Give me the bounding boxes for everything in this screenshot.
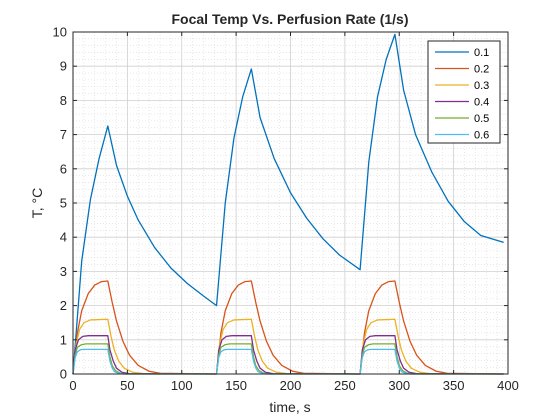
y-tick-label: 2	[60, 298, 67, 313]
x-tick-label: 0	[69, 378, 76, 393]
x-tick-label: 250	[334, 378, 356, 393]
y-tick-label: 6	[60, 161, 67, 176]
y-tick-label: 9	[60, 59, 67, 74]
series-layer	[72, 33, 504, 375]
y-tick-label: 4	[60, 230, 67, 245]
legend-label: 0.6	[474, 130, 489, 142]
legend-box	[427, 40, 501, 144]
series-line-0-5	[72, 343, 504, 375]
y-tick-label: 0	[60, 367, 67, 382]
x-tick-labels: 0 50 100 150 200 250 300 350 400	[69, 378, 518, 393]
legend-label: 0.5	[474, 113, 489, 125]
series-line-0-6	[72, 348, 504, 375]
legend-label: 0.1	[474, 47, 489, 59]
y-tick-labels: 0 1 2 3 4 5 6 7 8 9 10	[53, 25, 67, 382]
series-line-0-4	[72, 335, 504, 375]
y-tick-label: 10	[53, 25, 67, 40]
y-axis-label: T, °C	[29, 188, 45, 219]
ticks-layer	[72, 31, 509, 375]
x-tick-label: 400	[497, 378, 519, 393]
series-line-0-3	[72, 318, 504, 375]
x-axis-label: time, s	[269, 399, 310, 415]
legend-items: 0.1 0.2 0.3 0.4 0.5 0.6	[435, 47, 489, 142]
x-tick-label: 150	[225, 378, 247, 393]
x-tick-label: 200	[280, 378, 302, 393]
legend-label: 0.2	[474, 64, 489, 76]
series-line-0-2	[72, 280, 504, 375]
y-tick-label: 1	[60, 332, 67, 347]
y-tick-label: 3	[60, 264, 67, 279]
x-tick-label: 300	[388, 378, 410, 393]
chart-title: Focal Temp Vs. Perfusion Rate (1/s)	[171, 11, 408, 27]
legend-label: 0.4	[474, 97, 489, 109]
y-tick-label: 7	[60, 127, 67, 142]
legend: 0.1 0.2 0.3 0.4 0.5 0.6	[427, 40, 501, 144]
x-tick-label: 350	[443, 378, 465, 393]
y-tick-label: 5	[60, 196, 67, 211]
legend-label: 0.3	[474, 80, 489, 92]
series-line-0-1	[72, 33, 504, 375]
x-tick-label: 100	[171, 378, 193, 393]
x-tick-label: 50	[120, 378, 134, 393]
y-tick-label: 8	[60, 93, 67, 108]
